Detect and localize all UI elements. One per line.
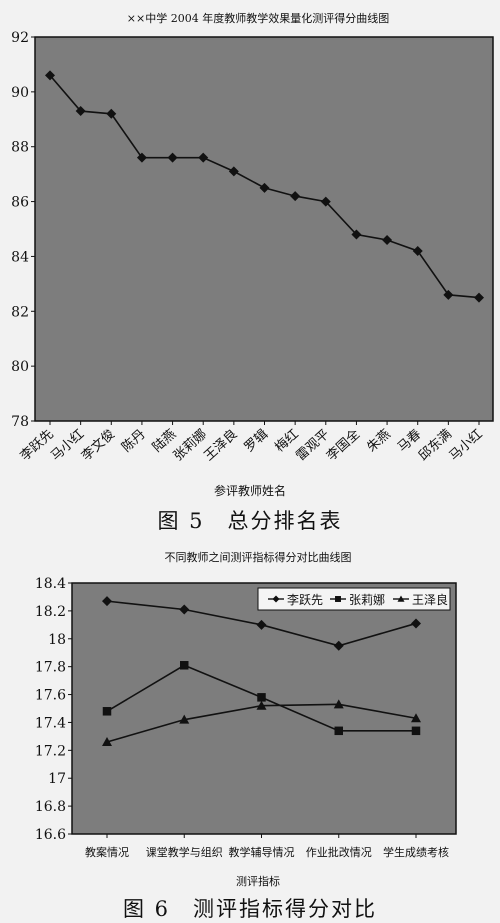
data-point bbox=[333, 699, 344, 709]
data-point bbox=[411, 726, 421, 736]
x-tick-label: 朱燕 bbox=[364, 427, 393, 456]
figure-caption: 图 6 测评指标得分对比 bbox=[122, 897, 378, 921]
y-tick-label: 88 bbox=[11, 140, 29, 156]
series-group bbox=[102, 596, 421, 746]
data-point bbox=[474, 292, 484, 303]
data-point bbox=[167, 152, 178, 163]
x-tick-label: 作业批改情况 bbox=[306, 845, 372, 859]
x-tick-label: 李国全 bbox=[323, 426, 363, 464]
x-tick-label: 李跃先 bbox=[18, 427, 57, 464]
data-point bbox=[333, 640, 344, 651]
y-tick-label: 17.8 bbox=[35, 660, 66, 676]
data-point bbox=[412, 245, 423, 256]
y-tick-label: 16.6 bbox=[35, 827, 66, 843]
x-axis-label: 参评教师姓名 bbox=[214, 483, 286, 498]
y-tick-label: 92 bbox=[11, 30, 29, 46]
data-point bbox=[320, 196, 331, 207]
chart-ranking: ××中学 2004 年度教师教学效果量化测评得分曲线图 78 80 82 84 86 88… bbox=[11, 11, 494, 498]
y-tick-label: 17 bbox=[48, 771, 66, 787]
data-point bbox=[198, 152, 209, 163]
legend-label: 王泽良 bbox=[412, 592, 448, 607]
y-axis: 16.6 16.8 17 17.2 17.4 17.6 17.8 18 18.2 18.4 bbox=[35, 576, 72, 843]
data-point bbox=[75, 106, 86, 117]
data-point bbox=[397, 595, 405, 602]
data-point bbox=[411, 713, 421, 723]
y-tick-label: 80 bbox=[11, 359, 29, 375]
y-tick-label: 17.4 bbox=[35, 715, 66, 731]
data-point bbox=[102, 736, 112, 746]
legend-box bbox=[257, 587, 451, 611]
data-point bbox=[334, 726, 343, 736]
data-point bbox=[256, 700, 267, 710]
y-tick-label: 18.2 bbox=[35, 604, 66, 620]
data-point bbox=[335, 596, 341, 602]
x-axis-label: 测评指标 bbox=[236, 874, 280, 888]
x-axis: 教案情况 课堂教学与组织 教学辅导情况 作业批改情况 学生成绩考核 bbox=[85, 834, 449, 859]
x-tick-label: 邱东满 bbox=[416, 427, 455, 464]
x-tick-label: 李文俊 bbox=[79, 427, 118, 464]
data-point bbox=[257, 693, 266, 702]
y-tick-label: 86 bbox=[11, 195, 29, 211]
data-point bbox=[382, 234, 393, 245]
data-point bbox=[45, 70, 55, 81]
data-point bbox=[259, 182, 270, 193]
x-tick-label: 教案情况 bbox=[85, 845, 129, 859]
chart-comparison: 不同教师之间测评指标得分对比曲线图 16.6 16.8 17 17.2 17.4 17.6… bbox=[35, 550, 457, 888]
data-point bbox=[228, 166, 239, 177]
x-tick-label: 马小红 bbox=[48, 426, 88, 464]
chart-title: ××中学 2004 年度教师教学效果量化测评得分曲线图 bbox=[127, 11, 389, 25]
legend-label: 张莉娜 bbox=[349, 593, 385, 607]
data-point bbox=[102, 707, 112, 716]
plot-area bbox=[34, 36, 494, 422]
x-tick-label: 罗辑 bbox=[242, 427, 271, 456]
data-point bbox=[106, 108, 117, 119]
y-tick-label: 78 bbox=[11, 414, 29, 430]
y-tick-label: 16.8 bbox=[35, 799, 66, 815]
data-point bbox=[411, 618, 421, 629]
chart-title: 不同教师之间测评指标得分对比曲线图 bbox=[165, 550, 352, 564]
y-tick-label: 17.6 bbox=[35, 688, 66, 704]
y-tick-label: 90 bbox=[11, 85, 29, 101]
data-point bbox=[351, 229, 362, 240]
x-tick-label: 马小红 bbox=[446, 426, 486, 464]
y-axis: 78 80 82 84 86 88 90 92 bbox=[11, 30, 35, 430]
y-tick-label: 17.2 bbox=[35, 743, 66, 759]
figure-caption: 图 5 总分排名表 bbox=[157, 509, 343, 533]
data-point bbox=[102, 596, 112, 607]
data-point bbox=[443, 289, 454, 300]
data-point bbox=[180, 661, 189, 670]
data-point bbox=[179, 714, 190, 724]
x-tick-label: 张莉娜 bbox=[171, 427, 210, 464]
x-tick-label: 教学辅导情况 bbox=[229, 845, 295, 859]
y-tick-label: 18.4 bbox=[35, 576, 66, 592]
x-tick-label: 课堂教学与组织 bbox=[146, 845, 223, 859]
y-tick-label: 84 bbox=[11, 249, 29, 265]
legend-label: 李跃先 bbox=[287, 592, 323, 607]
x-tick-label: 陈丹 bbox=[119, 426, 149, 455]
legend: 李跃先 张莉娜 王泽良 bbox=[257, 587, 451, 611]
data-point bbox=[272, 595, 280, 603]
data-point bbox=[136, 152, 147, 163]
series-group bbox=[45, 70, 484, 303]
x-tick-label: 王泽良 bbox=[201, 426, 241, 464]
y-tick-label: 82 bbox=[11, 304, 29, 320]
data-point bbox=[179, 604, 190, 615]
data-point bbox=[256, 619, 267, 630]
y-tick-label: 18 bbox=[48, 632, 66, 648]
data-point bbox=[290, 191, 301, 202]
x-tick-label: 学生成绩考核 bbox=[383, 845, 449, 859]
x-tick-label: 雷观平 bbox=[293, 427, 332, 464]
